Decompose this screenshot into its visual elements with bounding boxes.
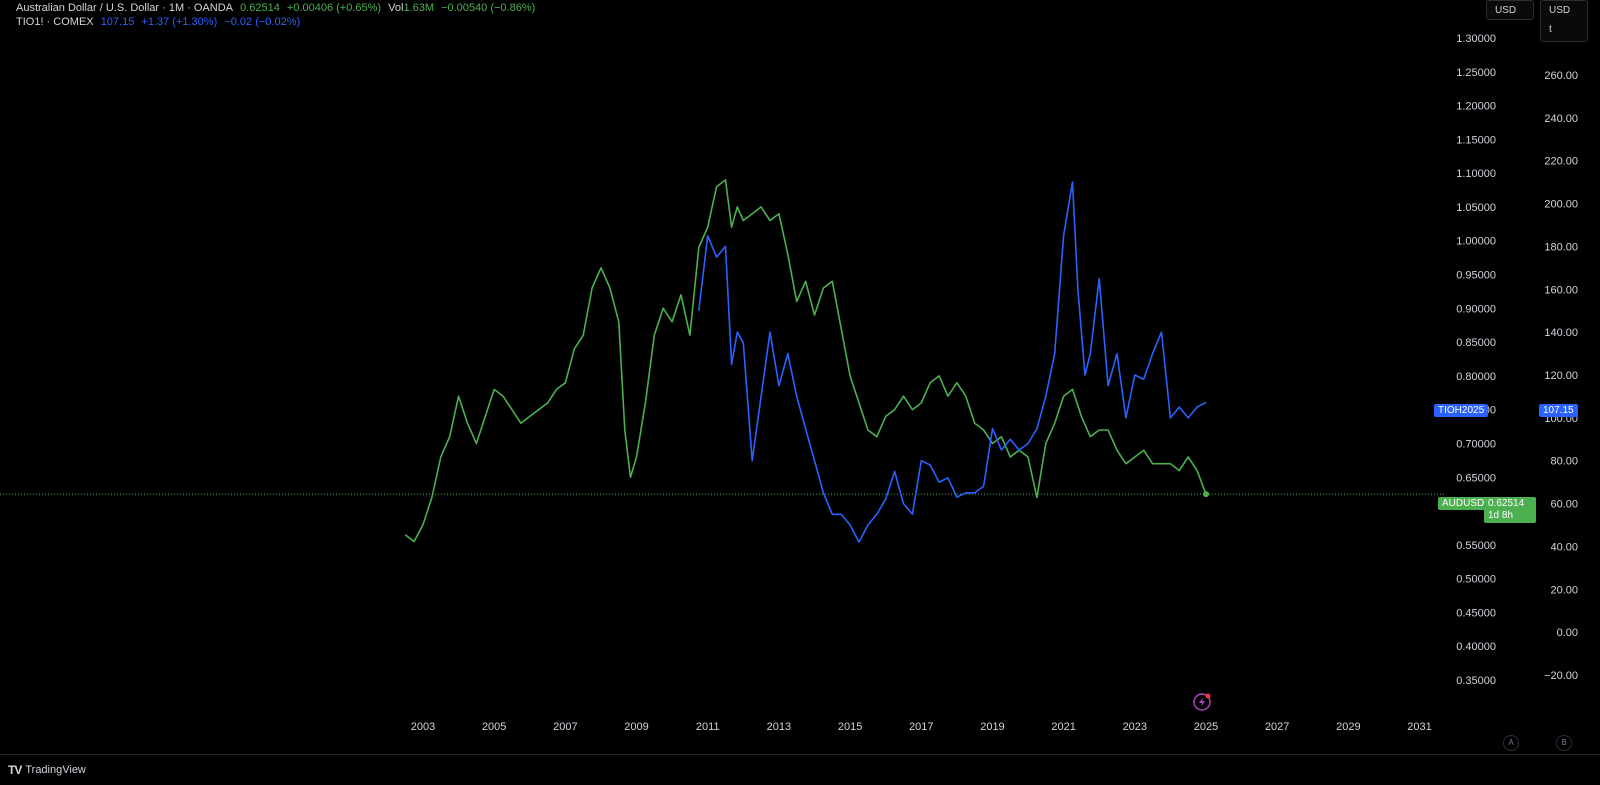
x-tick-label: 2025 — [1194, 721, 1218, 733]
x-tick-label: 2019 — [980, 721, 1004, 733]
left-y-tick-label: 1.25000 — [1456, 67, 1496, 79]
x-tick-label: 2005 — [482, 721, 506, 733]
right-y-tick-label: 40.00 — [1550, 541, 1578, 553]
left-y-tick-label: 1.05000 — [1456, 202, 1496, 214]
right-y-tick-label: 0.00 — [1557, 627, 1578, 639]
right-y-tick-label: 240.00 — [1544, 113, 1578, 125]
auto-scale-button[interactable]: A — [1503, 735, 1519, 751]
left-y-tick-label: 0.85000 — [1456, 337, 1496, 349]
x-tick-label: 2015 — [838, 721, 862, 733]
left-y-tick-label: 0.70000 — [1456, 438, 1496, 450]
x-tick-label: 2021 — [1051, 721, 1075, 733]
x-tick-label: 2007 — [553, 721, 577, 733]
tio-name-badge: TIOH2025 — [1434, 404, 1489, 417]
left-scale-unit-button[interactable]: USD — [1486, 0, 1534, 20]
x-tick-label: 2027 — [1265, 721, 1289, 733]
x-tick-label: 2009 — [624, 721, 648, 733]
left-y-tick-label: 0.95000 — [1456, 270, 1496, 282]
right-y-tick-label: 120.00 — [1544, 370, 1578, 382]
tradingview-logo[interactable]: TV TradingView — [8, 763, 86, 777]
left-y-tick-label: 0.65000 — [1456, 472, 1496, 484]
aud-price-value: 0.62514 — [1488, 498, 1525, 509]
tio-series-line[interactable] — [698, 181, 1207, 543]
left-y-tick-label: 1.30000 — [1456, 33, 1496, 45]
legend-audusd-price: 0.62514 — [240, 2, 280, 14]
x-tick-label: 2013 — [767, 721, 791, 733]
right-scale-unit-label: USD — [1549, 5, 1571, 16]
left-y-tick-label: 0.80000 — [1456, 371, 1496, 383]
aud-name-badge: AUDUSD — [1438, 497, 1489, 510]
aud-price-badge: 0.62514 1d 8h — [1484, 497, 1536, 523]
x-tick-label: 2023 — [1123, 721, 1147, 733]
right-scale-button[interactable]: B — [1556, 735, 1572, 751]
x-tick-label: 2011 — [696, 721, 720, 733]
left-scale-unit-label: USD — [1495, 5, 1517, 16]
right-y-tick-label: 60.00 — [1550, 499, 1578, 511]
right-scale-unit-sub: t — [1549, 24, 1552, 35]
left-y-tick-label: 1.00000 — [1456, 236, 1496, 248]
left-y-tick-label: 1.10000 — [1456, 168, 1496, 180]
legend-tio-change2: −0.02 (−0.02%) — [224, 16, 301, 28]
right-y-tick-label: 220.00 — [1544, 156, 1578, 168]
left-y-tick-label: 0.35000 — [1456, 675, 1496, 687]
left-y-tick-label: 0.50000 — [1456, 574, 1496, 586]
legend-vol-label: Vol — [388, 2, 404, 14]
right-y-tick-label: 200.00 — [1544, 199, 1578, 211]
left-y-tick-label: 0.55000 — [1456, 540, 1496, 552]
left-y-tick-label: 0.90000 — [1456, 303, 1496, 315]
legend-tio-change: +1.37 (+1.30%) — [141, 16, 218, 28]
right-y-tick-label: 160.00 — [1544, 284, 1578, 296]
right-y-tick-label: 260.00 — [1544, 70, 1578, 82]
legend-audusd-title: Australian Dollar / U.S. Dollar · 1M · O… — [16, 2, 233, 14]
x-tick-label: 2003 — [411, 721, 435, 733]
x-tick-label: 2029 — [1336, 721, 1360, 733]
right-y-tick-label: 140.00 — [1544, 327, 1578, 339]
tio-price-badge: 107.15 — [1539, 404, 1578, 417]
tradingview-brand-label: TradingView — [25, 764, 86, 776]
legend-audusd-change: +0.00406 (+0.65%) — [286, 2, 382, 14]
x-tick-label: 2031 — [1407, 721, 1431, 733]
legend-vol-change: −0.00540 (−0.86%) — [441, 2, 536, 14]
footer-bar — [0, 754, 1600, 785]
right-y-tick-label: 80.00 — [1550, 456, 1578, 468]
legend-tio-price: 107.15 — [100, 16, 135, 28]
legend-tio-title: TIO1! · COMEX — [16, 16, 94, 28]
right-y-tick-label: 180.00 — [1544, 241, 1578, 253]
legend-audusd[interactable]: Australian Dollar / U.S. Dollar · 1M · O… — [16, 2, 539, 14]
audusd-last-point — [1203, 491, 1209, 498]
legend-vol-value: 1.63M — [403, 2, 435, 14]
left-y-tick-label: 0.40000 — [1456, 641, 1496, 653]
legend-tio[interactable]: TIO1! · COMEX 107.15 +1.37 (+1.30%) −0.0… — [16, 16, 304, 28]
audusd-series-line[interactable] — [404, 179, 1207, 543]
right-y-tick-label: 20.00 — [1550, 584, 1578, 596]
left-y-tick-label: 0.45000 — [1456, 607, 1496, 619]
x-tick-label: 2017 — [909, 721, 933, 733]
right-scale-unit-button[interactable]: USD t — [1540, 0, 1588, 42]
right-y-tick-label: −20.00 — [1544, 670, 1578, 682]
tradingview-logo-icon: TV — [8, 763, 22, 777]
left-y-tick-label: 1.15000 — [1456, 134, 1496, 146]
replay-icon[interactable] — [1193, 693, 1211, 711]
aud-countdown: 1d 8h — [1488, 510, 1514, 521]
left-y-tick-label: 1.20000 — [1456, 101, 1496, 113]
